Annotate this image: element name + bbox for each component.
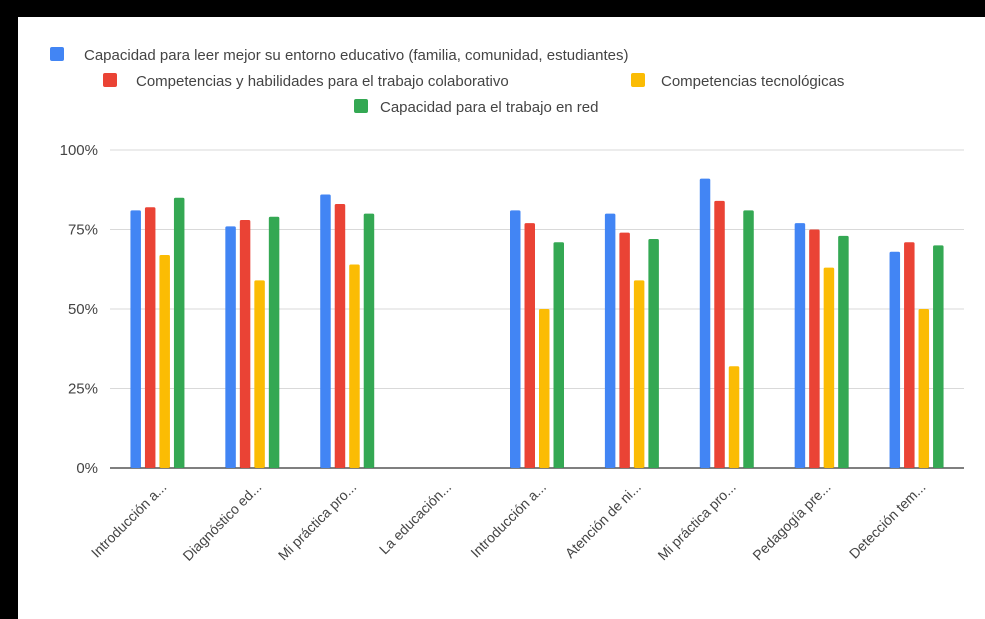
x-tick-label: Atención de ni... — [562, 479, 644, 561]
bar-series-3-cat-8 — [823, 267, 835, 468]
bar-series-1-cat-6 — [604, 213, 616, 468]
bar-series-4-cat-2 — [268, 216, 280, 468]
bar-series-3-cat-9 — [918, 309, 930, 468]
x-tick-label: Introducción a... — [467, 479, 549, 561]
bar-series-2-cat-9 — [904, 242, 915, 468]
bar-series-1-cat-1 — [130, 210, 141, 469]
bar-series-1-cat-5 — [510, 210, 521, 469]
bar-series-1-cat-7 — [699, 178, 711, 468]
legend-label-series-1: Capacidad para leer mejor su entorno edu… — [84, 47, 628, 64]
legend: Capacidad para leer mejor su entorno edu… — [50, 47, 844, 116]
chart-frame: Capacidad para leer mejor su entorno edu… — [18, 17, 985, 619]
legend-label-series-3: Competencias tecnológicas — [661, 73, 844, 90]
bar-series-2-cat-8 — [809, 229, 820, 468]
bar-series-2-cat-7 — [714, 200, 725, 468]
x-tick-label: Mi práctica pro... — [275, 479, 359, 563]
legend-swatch-series-3 — [631, 73, 645, 87]
bar-series-2-cat-2 — [239, 219, 251, 468]
bar-series-4-cat-6 — [648, 239, 659, 468]
bar-series-3-cat-7 — [728, 366, 740, 468]
bar-series-1-cat-8 — [794, 223, 806, 468]
bar-series-2-cat-1 — [144, 207, 156, 469]
y-tick-label: 50% — [68, 301, 98, 318]
legend-swatch-series-2 — [103, 73, 117, 87]
bar-series-3-cat-5 — [539, 309, 550, 468]
bar-series-2-cat-5 — [524, 223, 535, 468]
bar-series-3-cat-3 — [349, 264, 360, 468]
x-tick-label: Pedagogía pre... — [749, 479, 834, 564]
x-axis: Introducción a... Diagnóstico ed... Mi prá… — [88, 479, 929, 564]
y-tick-label: 100% — [60, 142, 98, 159]
bar-series-1-cat-3 — [320, 194, 331, 468]
chart-canvas: Capacidad para leer mejor su entorno edu… — [50, 47, 964, 564]
y-tick-label: 25% — [68, 381, 98, 398]
bar-series-1-cat-2 — [225, 226, 236, 468]
legend-label-series-4: Capacidad para el trabajo en red — [380, 99, 598, 116]
bar-series-4-cat-7 — [743, 210, 754, 469]
bar-series-3-cat-2 — [254, 280, 265, 468]
bar-series-2-cat-6 — [619, 232, 630, 468]
x-tick-label: Mi práctica pro... — [654, 479, 738, 563]
bar-series-2-cat-3 — [334, 204, 346, 468]
y-axis: 0% 25% 50% 75% 100% — [60, 142, 98, 477]
bar-series-4-cat-5 — [553, 242, 564, 468]
y-tick-label: 75% — [68, 222, 98, 239]
bar-series-4-cat-3 — [363, 213, 375, 468]
bar-series-3-cat-1 — [159, 254, 170, 468]
y-tick-label: 0% — [76, 460, 98, 477]
bar-series-3-cat-6 — [633, 280, 645, 468]
x-tick-label: Diagnóstico ed... — [179, 479, 264, 564]
x-tick-label: La educación... — [376, 479, 454, 557]
x-tick-label: Introducción a... — [88, 479, 170, 561]
x-tick-label: Detección tem... — [846, 479, 929, 562]
legend-swatch-series-4 — [354, 99, 368, 113]
legend-label-series-2: Competencias y habilidades para el traba… — [136, 73, 509, 90]
bar-series-1-cat-9 — [889, 251, 901, 468]
gridlines — [110, 149, 964, 469]
legend-swatch-series-1 — [50, 47, 64, 61]
bar-series-4-cat-1 — [173, 197, 185, 468]
bar-series-4-cat-9 — [933, 245, 944, 468]
bar-series-4-cat-8 — [838, 235, 849, 468]
bars — [130, 178, 944, 469]
